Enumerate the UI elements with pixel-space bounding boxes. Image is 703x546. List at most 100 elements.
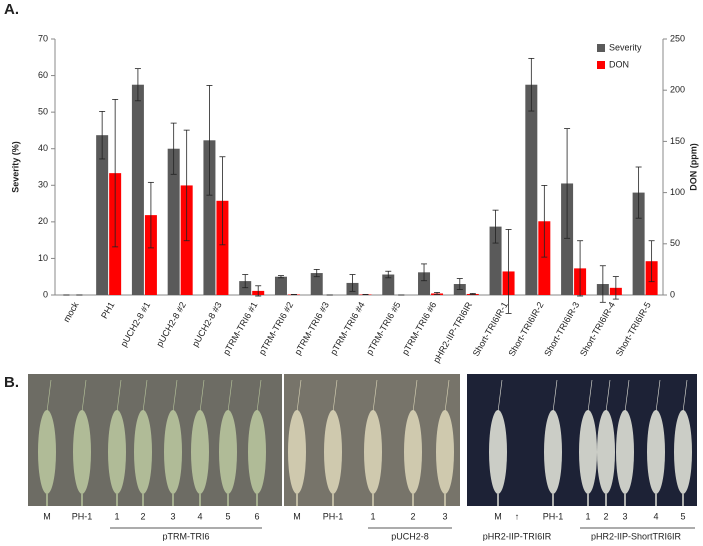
group-label: pTRM-TRI6: [163, 531, 210, 541]
x-tick-label: pUCH2-8 #3: [190, 300, 224, 348]
error-bar: [134, 68, 141, 102]
bar: [96, 135, 109, 295]
awn: [552, 379, 558, 413]
x-tick-label: pTRM-TRI6 #1: [221, 300, 259, 357]
y-tick-label: 30: [38, 180, 48, 190]
error-bar: [277, 275, 284, 279]
arrow-label: pHR2-IIP-TRI6IR: [483, 531, 552, 541]
wheat-spike: [191, 410, 209, 494]
photo-label: 1: [370, 511, 375, 521]
bar: [561, 183, 574, 295]
photo-label: 3: [622, 511, 627, 521]
y-tick-label: 60: [38, 70, 48, 80]
x-tick-label: Short-TRI6IR-4: [578, 300, 617, 358]
error-bar: [564, 128, 571, 239]
error-bar: [505, 229, 512, 314]
photo-label: M: [494, 511, 502, 521]
y-tick-label: 20: [38, 216, 48, 226]
wheat-spike: [436, 410, 454, 494]
bar: [274, 276, 287, 295]
awn: [256, 379, 262, 413]
bar: [538, 221, 551, 295]
error-bar: [147, 181, 154, 249]
error-bar: [313, 268, 320, 278]
photo-label: ↑: [515, 511, 520, 521]
photo-label: M: [293, 511, 301, 521]
photo-label: 2: [410, 511, 415, 521]
error-bar: [170, 122, 177, 175]
awn: [605, 379, 611, 413]
y2-tick-label: 250: [670, 33, 685, 43]
bar: [418, 272, 431, 295]
bar: [216, 200, 229, 295]
wheat-spike: [364, 410, 382, 494]
error-bar: [183, 129, 190, 242]
awn: [624, 379, 630, 413]
error-bar: [577, 240, 584, 297]
x-tick-label: Short-TRI6IR-2: [506, 300, 545, 358]
error-bar: [648, 240, 655, 283]
x-tick-label: Short-TRI6IR-3: [542, 300, 581, 358]
awn: [296, 379, 302, 413]
y2-tick-label: 100: [670, 187, 685, 197]
x-tick-label: pUCH2-8 #2: [154, 300, 188, 348]
awn: [116, 379, 122, 413]
photo-label: 6: [254, 511, 259, 521]
awn: [655, 379, 661, 413]
bar: [310, 273, 323, 295]
wheat-spike: [616, 410, 634, 494]
y-tick-label: 10: [38, 253, 48, 263]
y2-tick-label: 0: [670, 289, 675, 299]
bar: [489, 226, 502, 295]
y-tick-label: 0: [43, 289, 48, 299]
error-bar: [99, 111, 106, 160]
error-bar: [612, 276, 619, 300]
group-label: pUCH2-8: [391, 531, 429, 541]
photo-label: 2: [140, 511, 145, 521]
error-bar: [635, 166, 642, 219]
legend-label: Severity: [609, 42, 642, 52]
wheat-spike: [134, 410, 152, 494]
bar: [525, 84, 538, 295]
bar: [203, 140, 216, 295]
photo-label: PH-1: [543, 511, 564, 521]
x-tick-label: pTRM-TRI6 #6: [400, 300, 438, 357]
awn: [81, 379, 87, 413]
photo-label: 5: [225, 511, 230, 521]
photo-label: 4: [653, 511, 658, 521]
photo-label: 1: [585, 511, 590, 521]
photo: [28, 374, 282, 506]
y-axis-title: Severity (%): [10, 141, 20, 193]
photo-label: 1: [114, 511, 119, 521]
error-bar: [541, 185, 548, 258]
awn: [587, 379, 593, 413]
x-tick-label: pTRM-TRI6 #2: [257, 300, 295, 357]
photo-label: 3: [442, 511, 447, 521]
wheat-spike: [404, 410, 422, 494]
wheat-spike: [108, 410, 126, 494]
awn: [332, 379, 338, 413]
error-bar: [242, 274, 249, 289]
x-tick-label: pTRM-TRI6 #4: [328, 300, 366, 357]
wheat-spike: [324, 410, 342, 494]
panel-label: A.: [4, 1, 19, 18]
error-bar: [434, 292, 441, 295]
awn: [372, 379, 378, 413]
wheat-spike: [288, 410, 306, 494]
bar: [131, 84, 144, 295]
y2-tick-label: 150: [670, 136, 685, 146]
error-bar: [219, 156, 226, 246]
awn: [497, 379, 503, 413]
x-tick-label: PH1: [99, 300, 116, 320]
photo-label: 2: [603, 511, 608, 521]
y2-tick-label: 50: [670, 238, 680, 248]
photo-label: 4: [197, 511, 202, 521]
wheat-spike: [544, 410, 562, 494]
wheat-spike: [219, 410, 237, 494]
photo-label: M: [43, 511, 51, 521]
legend-swatch: [597, 61, 605, 69]
legend-swatch: [597, 44, 605, 52]
error-bar: [349, 274, 356, 292]
wheat-spike: [579, 410, 597, 494]
